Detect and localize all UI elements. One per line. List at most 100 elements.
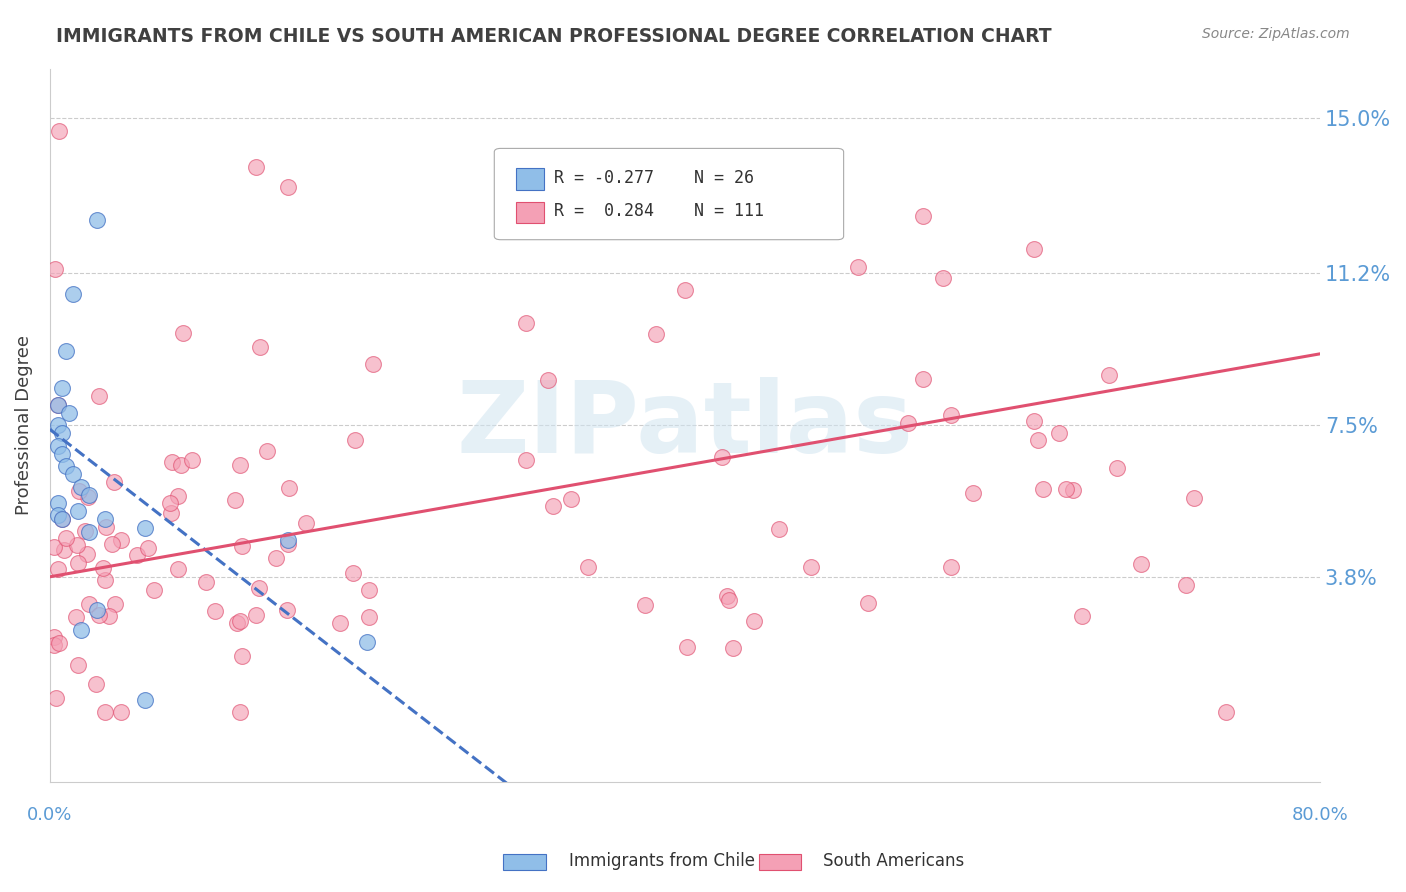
Point bbox=[1047, 426, 1070, 441]
Point bbox=[94, 705, 117, 719]
Point bbox=[89, 607, 111, 622]
Point bbox=[578, 560, 600, 574]
Point bbox=[515, 453, 537, 467]
Point bbox=[62, 467, 84, 482]
Point bbox=[245, 607, 267, 622]
Point bbox=[224, 492, 246, 507]
Point bbox=[110, 705, 132, 719]
Point bbox=[278, 481, 301, 495]
Point bbox=[226, 616, 249, 631]
Point bbox=[363, 357, 385, 371]
Point bbox=[939, 559, 962, 574]
Point bbox=[1062, 483, 1084, 497]
Point bbox=[256, 444, 278, 458]
Point bbox=[180, 453, 202, 467]
Point bbox=[93, 573, 115, 587]
Point bbox=[1032, 482, 1054, 496]
Point bbox=[51, 447, 73, 461]
Point bbox=[276, 603, 298, 617]
Point bbox=[94, 520, 117, 534]
Point bbox=[204, 604, 226, 618]
Point bbox=[103, 475, 125, 489]
Point bbox=[51, 511, 73, 525]
Point bbox=[79, 488, 101, 502]
Point bbox=[856, 596, 879, 610]
Point bbox=[46, 398, 69, 412]
Point bbox=[911, 371, 934, 385]
Point bbox=[356, 635, 378, 649]
Text: R =  0.284    N = 111: R = 0.284 N = 111 bbox=[554, 202, 763, 220]
Point bbox=[73, 524, 96, 538]
Point bbox=[710, 450, 733, 464]
Point bbox=[1175, 578, 1198, 592]
Point bbox=[67, 556, 90, 570]
Point bbox=[44, 639, 66, 653]
Point bbox=[167, 489, 190, 503]
Point bbox=[560, 491, 582, 506]
Point bbox=[357, 582, 380, 597]
Point bbox=[1215, 705, 1237, 719]
Point bbox=[53, 543, 76, 558]
Point bbox=[634, 598, 657, 612]
Text: 80.0%: 80.0% bbox=[1292, 806, 1348, 824]
Point bbox=[1054, 483, 1077, 497]
Point bbox=[48, 123, 70, 137]
Point bbox=[896, 417, 918, 431]
Point bbox=[645, 327, 668, 342]
Point bbox=[962, 486, 984, 500]
Point bbox=[742, 614, 765, 628]
Point bbox=[342, 566, 364, 580]
Point bbox=[84, 677, 107, 691]
Point bbox=[66, 538, 89, 552]
Point bbox=[1182, 491, 1205, 505]
Point bbox=[67, 504, 90, 518]
Point bbox=[55, 532, 77, 546]
Point bbox=[846, 260, 869, 275]
Point bbox=[100, 537, 122, 551]
Point bbox=[44, 540, 66, 554]
Point bbox=[79, 524, 101, 539]
Point bbox=[136, 541, 159, 555]
FancyBboxPatch shape bbox=[495, 148, 844, 240]
Point bbox=[48, 636, 70, 650]
Point bbox=[1028, 433, 1050, 447]
Point bbox=[76, 547, 98, 561]
Point bbox=[44, 261, 66, 276]
Point bbox=[939, 408, 962, 422]
Point bbox=[172, 326, 194, 341]
Point bbox=[104, 598, 127, 612]
Point bbox=[723, 640, 745, 655]
Point bbox=[134, 693, 156, 707]
Point bbox=[245, 160, 267, 174]
Point bbox=[51, 512, 73, 526]
Point bbox=[1024, 242, 1046, 256]
Point bbox=[676, 640, 699, 655]
Point bbox=[134, 521, 156, 535]
Point bbox=[46, 418, 69, 433]
Point bbox=[45, 691, 67, 706]
Point bbox=[228, 705, 250, 719]
Point bbox=[70, 623, 93, 637]
Point bbox=[264, 551, 287, 566]
Point bbox=[77, 598, 100, 612]
Point bbox=[1129, 557, 1152, 571]
Point bbox=[55, 344, 77, 359]
Point bbox=[911, 209, 934, 223]
Point bbox=[277, 537, 299, 551]
Point bbox=[357, 610, 380, 624]
Point bbox=[110, 533, 132, 547]
Point bbox=[768, 522, 790, 536]
Point bbox=[717, 593, 740, 607]
Point bbox=[1105, 460, 1128, 475]
Point bbox=[229, 458, 252, 472]
Point bbox=[800, 560, 823, 574]
Point bbox=[93, 561, 115, 575]
Point bbox=[1024, 414, 1046, 428]
Point bbox=[77, 490, 100, 504]
Point bbox=[932, 270, 955, 285]
Bar bbox=[516, 169, 544, 190]
Point bbox=[67, 658, 90, 673]
Point bbox=[673, 283, 696, 297]
Text: South Americans: South Americans bbox=[823, 852, 963, 870]
Point bbox=[125, 548, 148, 562]
